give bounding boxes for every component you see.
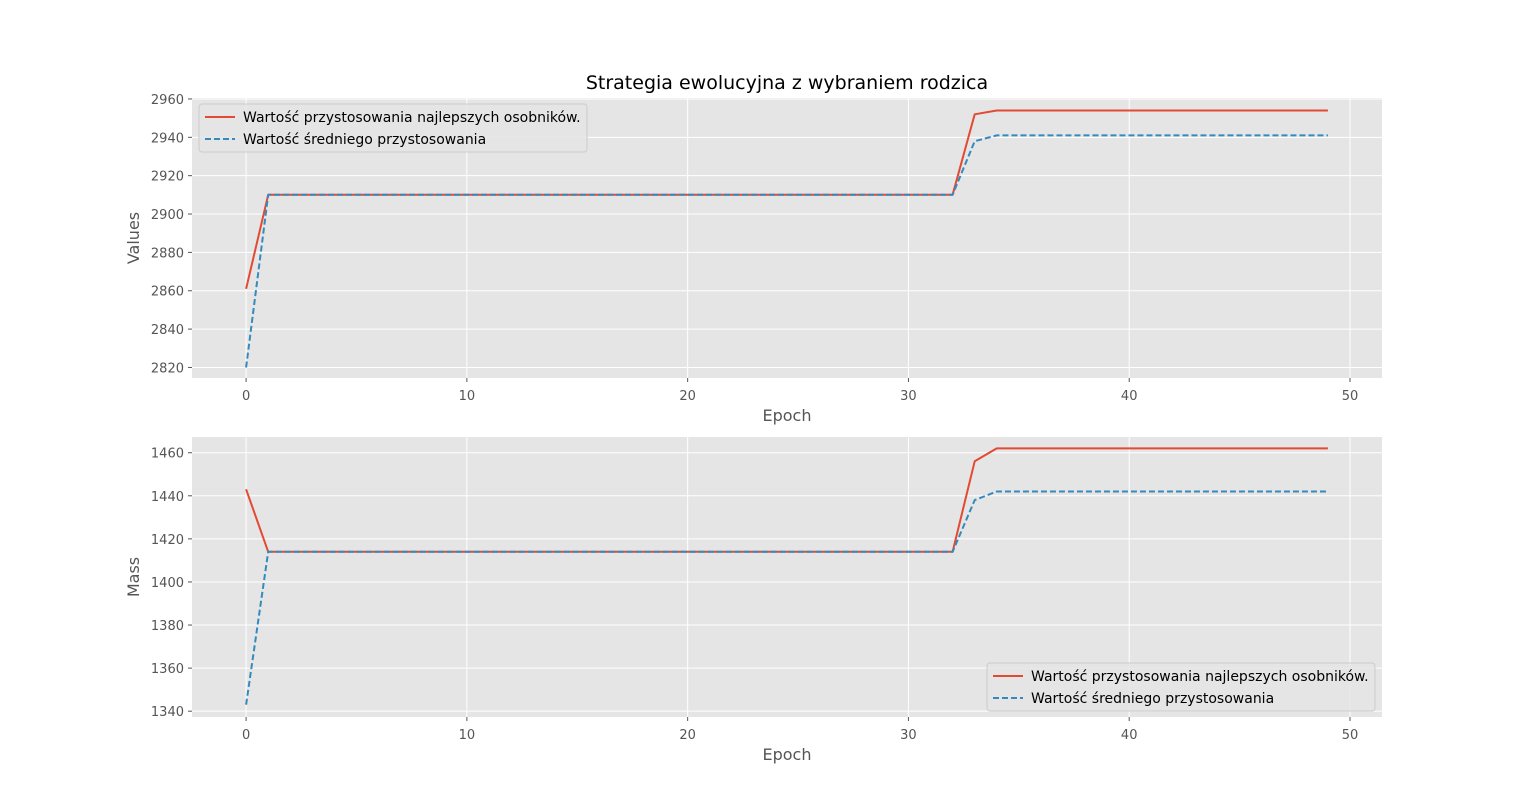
legend-label-mean: Wartość średniego przystosowania — [243, 132, 486, 148]
x-tick-label: 10 — [459, 389, 476, 404]
y-tick-label: 1420 — [151, 533, 184, 548]
y-tick-label: 2880 — [151, 246, 184, 261]
legend: Wartość przystosowania najlepszych osobn… — [986, 662, 1376, 712]
x-axis-label: Epoch — [763, 406, 812, 425]
y-tick-label: 2840 — [151, 323, 184, 338]
x-tick-label: 0 — [242, 728, 250, 743]
x-tick-label: 20 — [679, 728, 696, 743]
y-axis-label: Mass — [124, 557, 143, 597]
series-lines — [245, 109, 1328, 368]
figure-title: Strategia ewolucyjna z wybraniem rodzica — [586, 72, 988, 94]
y-tick-label: 1400 — [151, 576, 184, 591]
series-line-best — [245, 447, 1328, 553]
x-tick-label: 50 — [1342, 728, 1359, 743]
y-tick-label: 1460 — [151, 447, 184, 462]
y-tick-label: 1440 — [151, 490, 184, 505]
series-lines — [245, 447, 1328, 705]
x-tick-label: 30 — [900, 728, 917, 743]
series-line-best — [245, 109, 1328, 290]
charts: 0 10 20 30 40 50 2820 2840 2860 2880 2900 2920 2940 2… — [124, 93, 1382, 764]
series-line-mean — [245, 134, 1328, 368]
series-line-mean — [245, 490, 1328, 705]
x-tick-label: 10 — [459, 728, 476, 743]
y-tick-label: 2960 — [151, 93, 184, 108]
legend-label-mean: Wartość średniego przystosowania — [1031, 691, 1274, 707]
y-tick-label: 2940 — [151, 131, 184, 146]
y-axis-label: Values — [124, 212, 143, 264]
x-tick-label: 20 — [679, 389, 696, 404]
y-tick-label: 2920 — [151, 170, 184, 185]
x-axis-label: Epoch — [763, 745, 812, 764]
x-tick-label: 50 — [1342, 389, 1359, 404]
y-tick-label: 1340 — [151, 705, 184, 720]
y-tick-label: 2900 — [151, 208, 184, 223]
y-tick-label: 2860 — [151, 285, 184, 300]
y-tick-label: 1380 — [151, 619, 184, 634]
legend-label-best: Wartość przystosowania najlepszych osobn… — [1031, 669, 1369, 685]
x-tick-label: 40 — [1121, 728, 1138, 743]
legend-label-best: Wartość przystosowania najlepszych osobn… — [243, 110, 581, 126]
ticks: 0 10 20 30 40 50 1340 1360 1380 1400 1420 1440 1460 — [151, 447, 1358, 743]
ticks: 0 10 20 30 40 50 2820 2840 2860 2880 2900 2920 2940 2… — [151, 93, 1358, 404]
chart-1: 0 10 20 30 40 50 2820 2840 2860 2880 2900 2920 2940 2… — [124, 93, 1382, 425]
legend-frame — [986, 662, 1376, 712]
chart-2: 0 10 20 30 40 50 1340 1360 1380 1400 1420 1440 1460 E… — [124, 437, 1382, 764]
legend: Wartość przystosowania najlepszych osobn… — [198, 103, 588, 153]
x-tick-label: 0 — [242, 389, 250, 404]
x-tick-label: 30 — [900, 389, 917, 404]
x-tick-label: 40 — [1121, 389, 1138, 404]
legend-frame — [198, 103, 588, 153]
y-tick-label: 1360 — [151, 662, 184, 677]
y-tick-label: 2820 — [151, 361, 184, 376]
